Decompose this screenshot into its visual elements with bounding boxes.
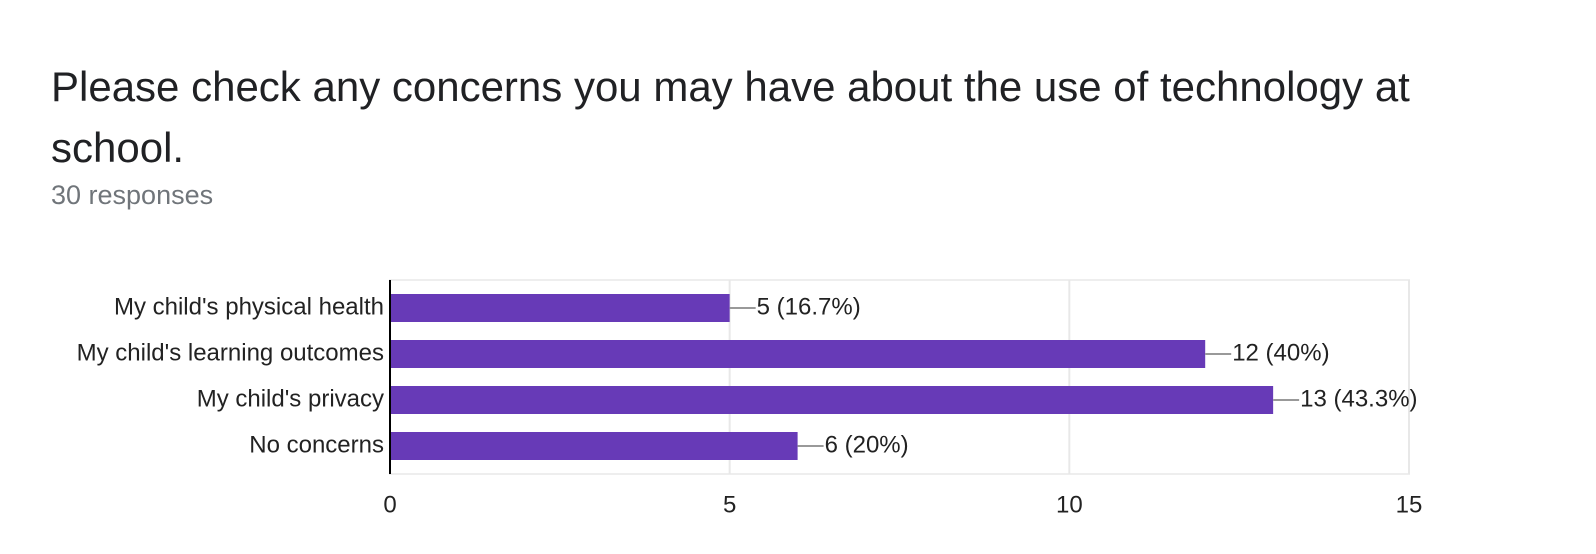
data-label: 6 (20%) [825, 431, 909, 458]
chart-title: Please check any concerns you may have a… [51, 63, 1410, 171]
y-tick-label: No concerns [249, 431, 384, 458]
x-tick-label: 5 [723, 491, 736, 518]
data-label: 5 (16.7%) [757, 293, 861, 320]
data-label: 12 (40%) [1232, 339, 1329, 366]
data-label: 13 (43.3%) [1300, 385, 1417, 412]
x-tick-label: 10 [1056, 491, 1083, 518]
bar [390, 386, 1274, 414]
bar [390, 432, 798, 460]
chart-subtitle: 30 responses [51, 180, 214, 210]
bar [390, 340, 1206, 368]
y-tick-label: My child's physical health [114, 293, 384, 320]
y-tick-label: My child's learning outcomes [77, 339, 384, 366]
x-tick-label: 15 [1396, 491, 1423, 518]
bar [390, 294, 730, 322]
x-tick-label: 0 [383, 491, 396, 518]
y-tick-label: My child's privacy [197, 385, 384, 412]
